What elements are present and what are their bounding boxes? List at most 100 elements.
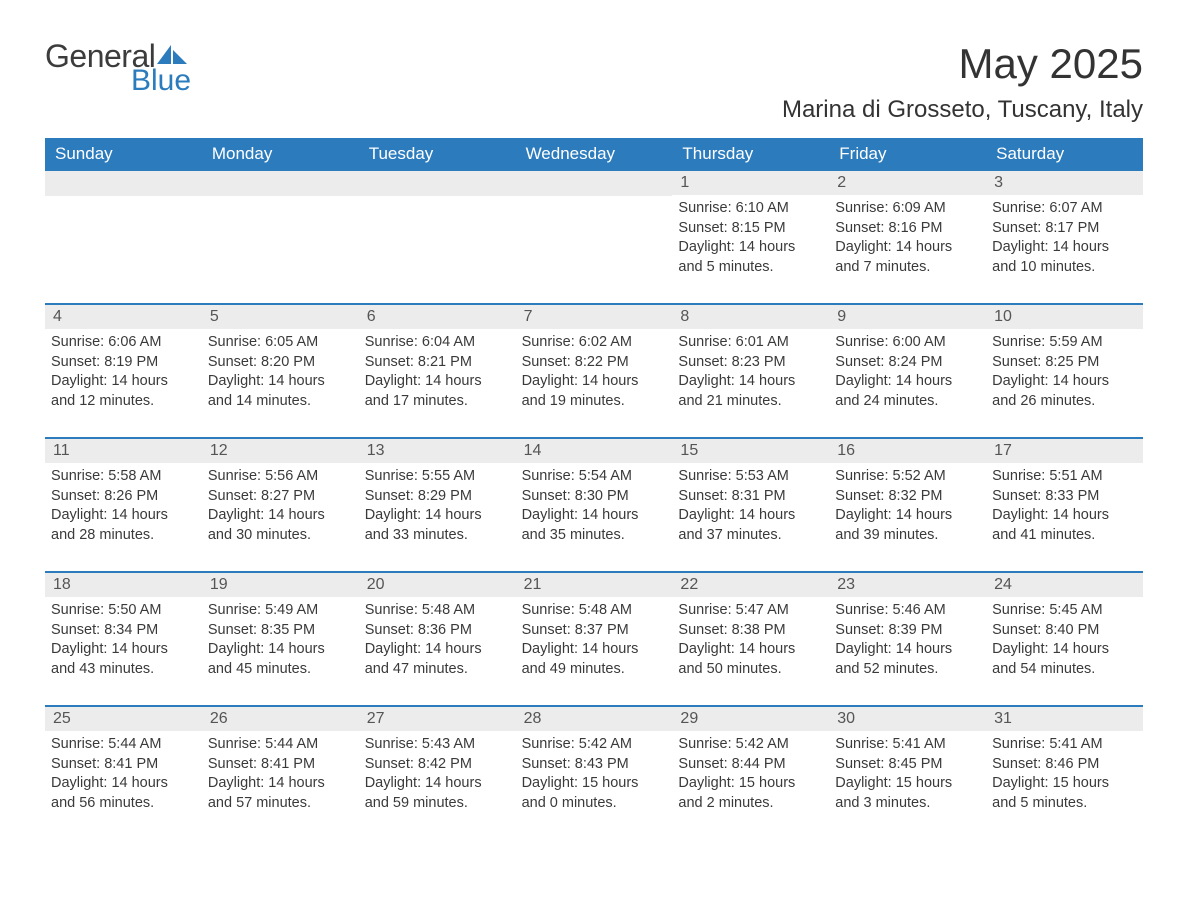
sunrise-line: Sunrise: 5:44 AM bbox=[51, 735, 196, 755]
day-number: 15 bbox=[672, 439, 829, 463]
sunrise-line: Sunrise: 5:56 AM bbox=[208, 467, 353, 487]
day-details: Sunrise: 5:50 AMSunset: 8:34 PMDaylight:… bbox=[45, 597, 202, 683]
daylight-line: Daylight: 14 hours and 10 minutes. bbox=[992, 238, 1137, 277]
sunrise-line: Sunrise: 6:09 AM bbox=[835, 199, 980, 219]
sunset-line: Sunset: 8:27 PM bbox=[208, 487, 353, 507]
sunrise-line: Sunrise: 5:49 AM bbox=[208, 601, 353, 621]
sunset-line: Sunset: 8:34 PM bbox=[51, 621, 196, 641]
month-title: May 2025 bbox=[782, 40, 1143, 88]
week-row: 4Sunrise: 6:06 AMSunset: 8:19 PMDaylight… bbox=[45, 303, 1143, 423]
sunset-line: Sunset: 8:41 PM bbox=[51, 755, 196, 775]
sunset-line: Sunset: 8:25 PM bbox=[992, 353, 1137, 373]
day-cell: 4Sunrise: 6:06 AMSunset: 8:19 PMDaylight… bbox=[45, 305, 202, 423]
day-cell: 27Sunrise: 5:43 AMSunset: 8:42 PMDayligh… bbox=[359, 707, 516, 825]
empty-day-number bbox=[359, 171, 516, 196]
day-details: Sunrise: 5:42 AMSunset: 8:44 PMDaylight:… bbox=[672, 731, 829, 817]
daylight-line: Daylight: 14 hours and 14 minutes. bbox=[208, 372, 353, 411]
day-details: Sunrise: 5:46 AMSunset: 8:39 PMDaylight:… bbox=[829, 597, 986, 683]
day-details: Sunrise: 5:44 AMSunset: 8:41 PMDaylight:… bbox=[45, 731, 202, 817]
day-details: Sunrise: 5:51 AMSunset: 8:33 PMDaylight:… bbox=[986, 463, 1143, 549]
day-number: 13 bbox=[359, 439, 516, 463]
daylight-line: Daylight: 14 hours and 17 minutes. bbox=[365, 372, 510, 411]
daylight-line: Daylight: 14 hours and 41 minutes. bbox=[992, 506, 1137, 545]
sunset-line: Sunset: 8:15 PM bbox=[678, 219, 823, 239]
sunrise-line: Sunrise: 6:00 AM bbox=[835, 333, 980, 353]
day-number: 30 bbox=[829, 707, 986, 731]
sunrise-line: Sunrise: 5:47 AM bbox=[678, 601, 823, 621]
sunrise-line: Sunrise: 5:48 AM bbox=[365, 601, 510, 621]
day-cell: 1Sunrise: 6:10 AMSunset: 8:15 PMDaylight… bbox=[672, 171, 829, 289]
sunset-line: Sunset: 8:17 PM bbox=[992, 219, 1137, 239]
day-cell: 3Sunrise: 6:07 AMSunset: 8:17 PMDaylight… bbox=[986, 171, 1143, 289]
day-details: Sunrise: 6:00 AMSunset: 8:24 PMDaylight:… bbox=[829, 329, 986, 415]
empty-day-number bbox=[45, 171, 202, 196]
empty-day-cell bbox=[516, 171, 673, 289]
sunset-line: Sunset: 8:36 PM bbox=[365, 621, 510, 641]
empty-day-number bbox=[202, 171, 359, 196]
day-details: Sunrise: 6:07 AMSunset: 8:17 PMDaylight:… bbox=[986, 195, 1143, 281]
header: General Blue May 2025 Marina di Grosseto… bbox=[45, 40, 1143, 124]
logo-text-blue: Blue bbox=[131, 66, 191, 96]
week-row: 18Sunrise: 5:50 AMSunset: 8:34 PMDayligh… bbox=[45, 571, 1143, 691]
day-number: 22 bbox=[672, 573, 829, 597]
day-cell: 23Sunrise: 5:46 AMSunset: 8:39 PMDayligh… bbox=[829, 573, 986, 691]
daylight-line: Daylight: 14 hours and 52 minutes. bbox=[835, 640, 980, 679]
sunrise-line: Sunrise: 5:41 AM bbox=[835, 735, 980, 755]
day-details: Sunrise: 5:48 AMSunset: 8:37 PMDaylight:… bbox=[516, 597, 673, 683]
sunset-line: Sunset: 8:41 PM bbox=[208, 755, 353, 775]
day-details: Sunrise: 5:41 AMSunset: 8:45 PMDaylight:… bbox=[829, 731, 986, 817]
logo: General Blue bbox=[45, 40, 191, 96]
daylight-line: Daylight: 14 hours and 19 minutes. bbox=[522, 372, 667, 411]
day-cell: 18Sunrise: 5:50 AMSunset: 8:34 PMDayligh… bbox=[45, 573, 202, 691]
sunset-line: Sunset: 8:20 PM bbox=[208, 353, 353, 373]
daylight-line: Daylight: 14 hours and 33 minutes. bbox=[365, 506, 510, 545]
calendar: SundayMondayTuesdayWednesdayThursdayFrid… bbox=[45, 138, 1143, 825]
daylight-line: Daylight: 14 hours and 21 minutes. bbox=[678, 372, 823, 411]
sunrise-line: Sunrise: 5:50 AM bbox=[51, 601, 196, 621]
day-details: Sunrise: 5:43 AMSunset: 8:42 PMDaylight:… bbox=[359, 731, 516, 817]
day-number: 10 bbox=[986, 305, 1143, 329]
empty-day-cell bbox=[45, 171, 202, 289]
sunrise-line: Sunrise: 5:55 AM bbox=[365, 467, 510, 487]
sunrise-line: Sunrise: 5:54 AM bbox=[522, 467, 667, 487]
day-number: 31 bbox=[986, 707, 1143, 731]
sunset-line: Sunset: 8:29 PM bbox=[365, 487, 510, 507]
weekday-header-row: SundayMondayTuesdayWednesdayThursdayFrid… bbox=[45, 138, 1143, 171]
sunrise-line: Sunrise: 5:41 AM bbox=[992, 735, 1137, 755]
sunrise-line: Sunrise: 6:05 AM bbox=[208, 333, 353, 353]
sunset-line: Sunset: 8:38 PM bbox=[678, 621, 823, 641]
weekday-saturday: Saturday bbox=[986, 138, 1143, 171]
day-details: Sunrise: 6:10 AMSunset: 8:15 PMDaylight:… bbox=[672, 195, 829, 281]
sunset-line: Sunset: 8:40 PM bbox=[992, 621, 1137, 641]
day-details: Sunrise: 5:59 AMSunset: 8:25 PMDaylight:… bbox=[986, 329, 1143, 415]
day-cell: 13 Sunrise: 5:55 AMSunset: 8:29 PMDayligh… bbox=[359, 439, 516, 557]
day-number: 17 bbox=[986, 439, 1143, 463]
day-number: 21 bbox=[516, 573, 673, 597]
sunrise-line: Sunrise: 6:10 AM bbox=[678, 199, 823, 219]
day-details: Sunrise: 5:58 AMSunset: 8:26 PMDaylight:… bbox=[45, 463, 202, 549]
day-cell: 16Sunrise: 5:52 AMSunset: 8:32 PMDayligh… bbox=[829, 439, 986, 557]
day-cell: 26Sunrise: 5:44 AMSunset: 8:41 PMDayligh… bbox=[202, 707, 359, 825]
day-cell: 12Sunrise: 5:56 AMSunset: 8:27 PMDayligh… bbox=[202, 439, 359, 557]
day-number: 3 bbox=[986, 171, 1143, 195]
sunrise-line: Sunrise: 5:42 AM bbox=[678, 735, 823, 755]
day-cell: 30Sunrise: 5:41 AMSunset: 8:45 PMDayligh… bbox=[829, 707, 986, 825]
day-details: Sunrise: 5:41 AMSunset: 8:46 PMDaylight:… bbox=[986, 731, 1143, 817]
daylight-line: Daylight: 14 hours and 43 minutes. bbox=[51, 640, 196, 679]
daylight-line: Daylight: 14 hours and 35 minutes. bbox=[522, 506, 667, 545]
day-cell: 10Sunrise: 5:59 AMSunset: 8:25 PMDayligh… bbox=[986, 305, 1143, 423]
sunset-line: Sunset: 8:39 PM bbox=[835, 621, 980, 641]
daylight-line: Daylight: 14 hours and 28 minutes. bbox=[51, 506, 196, 545]
sunrise-line: Sunrise: 5:48 AM bbox=[522, 601, 667, 621]
week-row: 11Sunrise: 5:58 AMSunset: 8:26 PMDayligh… bbox=[45, 437, 1143, 557]
day-number: 12 bbox=[202, 439, 359, 463]
day-details: Sunrise: 6:04 AMSunset: 8:21 PMDaylight:… bbox=[359, 329, 516, 415]
empty-day-cell bbox=[202, 171, 359, 289]
sunrise-line: Sunrise: 5:52 AM bbox=[835, 467, 980, 487]
daylight-line: Daylight: 14 hours and 26 minutes. bbox=[992, 372, 1137, 411]
daylight-line: Daylight: 15 hours and 5 minutes. bbox=[992, 774, 1137, 813]
empty-day-cell bbox=[359, 171, 516, 289]
daylight-line: Daylight: 14 hours and 57 minutes. bbox=[208, 774, 353, 813]
day-details: Sunrise: 5:48 AMSunset: 8:36 PMDaylight:… bbox=[359, 597, 516, 683]
day-cell: 6Sunrise: 6:04 AMSunset: 8:21 PMDaylight… bbox=[359, 305, 516, 423]
